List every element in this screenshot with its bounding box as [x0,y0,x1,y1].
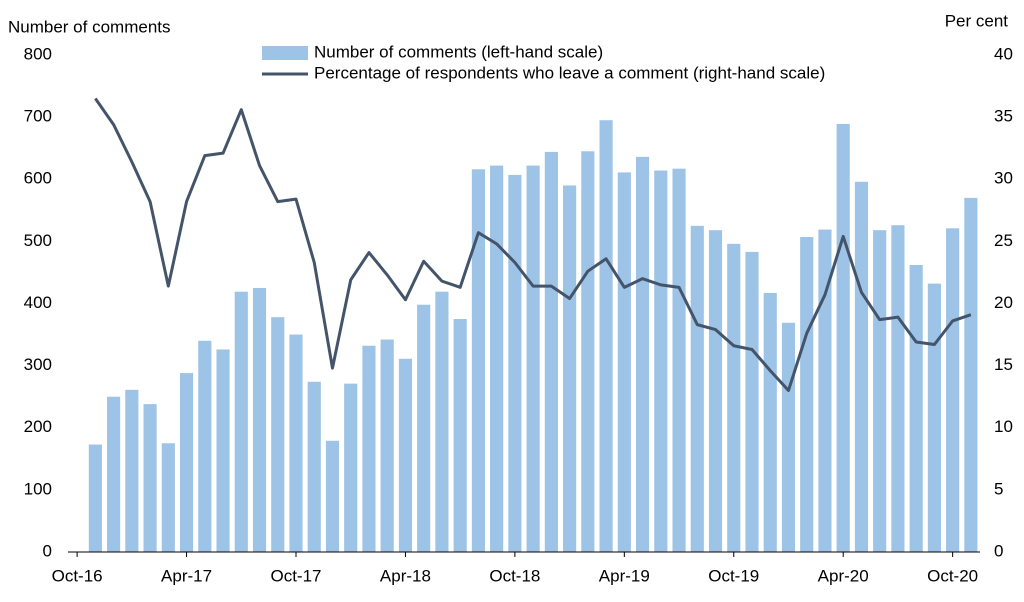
bar [909,264,923,552]
y-tick-label: 400 [24,293,52,312]
y2-tick-label: 35 [994,107,1013,126]
y2-tick-label: 15 [994,355,1013,374]
x-tick-label: Apr-20 [818,566,869,585]
bar [581,151,595,552]
x-tick-label: Oct-17 [270,566,321,585]
bar [179,373,194,552]
x-tick-label: Oct-16 [52,566,103,585]
bar [763,292,777,552]
y-tick-label: 200 [24,417,52,436]
y-tick-label: 300 [24,355,52,374]
bar [490,165,504,552]
bar [781,322,796,552]
y-tick-label: 500 [24,231,52,250]
bar [891,225,905,552]
legend-label: Number of comments (left-hand scale) [314,42,603,61]
y-tick-label: 600 [24,169,52,188]
bar [417,304,431,552]
bar [690,225,704,552]
bar [800,237,814,552]
y2-tick-label: 20 [994,293,1013,312]
bar [161,443,175,552]
bar [252,287,267,552]
bar [964,197,978,552]
bar [216,349,230,552]
bar [927,283,941,552]
bar [435,291,449,552]
x-tick-label: Oct-20 [927,566,978,585]
x-tick-label: Oct-19 [708,566,759,585]
y2-tick-label: 25 [994,231,1013,250]
bar [708,230,723,552]
bar [289,334,303,552]
legend-swatch [262,46,308,60]
line [94,97,972,392]
y2-tick-label: 40 [994,44,1013,63]
bar [873,230,887,552]
bar [380,339,394,552]
y2-tick-label: 10 [994,417,1013,436]
y-axis-title: Number of comments [8,17,171,36]
bar [271,317,285,552]
y-tick-label: 100 [24,479,52,498]
bar [617,172,631,552]
bar [453,319,467,552]
y-tick-label: 0 [43,541,52,560]
y-tick-label: 700 [24,107,52,126]
bar [526,165,540,552]
y2-axis-title: Per cent [945,11,1009,30]
bar [544,151,558,553]
bar [836,123,850,553]
bar [745,251,759,552]
bar [727,243,741,553]
x-tick-label: Apr-18 [380,566,431,585]
y2-tick-label: 30 [994,169,1013,188]
bar [325,440,340,552]
bar [654,170,668,553]
x-tick-label: Oct-18 [489,566,540,585]
y-tick-label: 800 [24,44,52,63]
bar [672,168,686,552]
bar [471,169,485,552]
bar [198,340,212,552]
bar [563,185,577,552]
bar [818,229,832,553]
bar [599,120,613,552]
bar [398,358,413,552]
bar [107,396,121,552]
y2-tick-label: 5 [994,479,1003,498]
bar [234,291,248,552]
bar [854,181,869,553]
bar [344,383,358,552]
x-tick-label: Apr-19 [599,566,650,585]
bar [125,389,139,552]
y2-tick-label: 0 [994,541,1003,560]
bar [635,156,650,552]
bar [88,444,102,552]
bar [508,174,522,552]
bar [143,404,157,552]
legend-label: Percentage of respondents who leave a co… [314,63,825,82]
bar [307,381,321,552]
x-tick-label: Apr-17 [161,566,212,585]
bar [362,345,376,552]
bar [946,228,960,553]
